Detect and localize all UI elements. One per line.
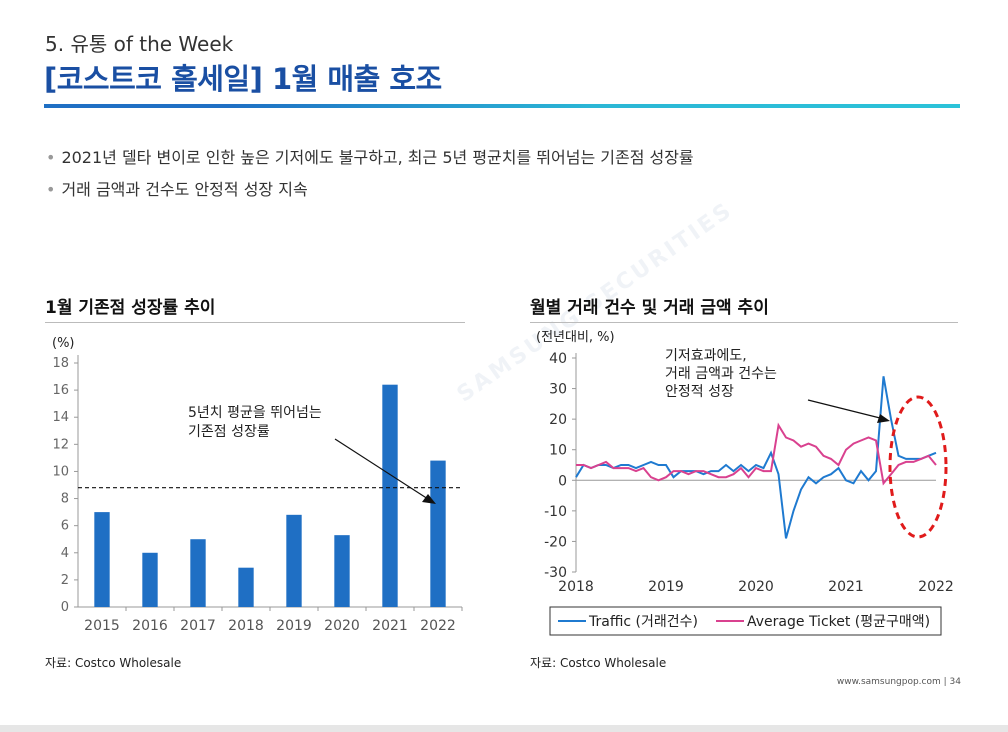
bar <box>382 384 398 607</box>
left-source: 자료: Costco Wholesale <box>45 656 182 670</box>
bar-y-tick-label: 0 <box>61 600 69 615</box>
legend-traffic-label: Traffic (거래건수) <box>588 614 698 630</box>
bar <box>142 552 158 607</box>
line-annotation-arrow <box>807 399 881 419</box>
bar <box>190 539 206 607</box>
line-x-tick-label: 2018 <box>558 579 594 595</box>
average-ticket-line <box>576 422 937 486</box>
bar-y-tick-label: 4 <box>61 546 69 561</box>
footer-separator: | <box>943 677 950 687</box>
line-x-tick-label: 2019 <box>648 579 684 595</box>
bar <box>238 567 254 607</box>
page-title: [코스트코 홀세일] 1월 매출 호조 <box>44 62 442 96</box>
left-chart-rule <box>45 322 465 323</box>
right-chart-title: 월별 거래 건수 및 거래 금액 추이 <box>530 298 769 318</box>
bar-x-tick-label: 2016 <box>132 618 168 634</box>
bottom-band <box>0 725 1008 732</box>
line-x-tick-label: 2021 <box>828 579 864 595</box>
right-chart-rule <box>530 322 958 323</box>
bullet-list: • 2021년 델타 변이로 인한 높은 기저에도 불구하고, 최근 5년 평균치… <box>46 142 694 206</box>
line-x-tick-label: 2020 <box>738 579 774 595</box>
annotation-arrowhead-icon <box>422 494 436 504</box>
left-chart-title: 1월 기존점 성장률 추이 <box>45 298 216 318</box>
bar-y-tick-label: 8 <box>61 492 69 507</box>
bar <box>286 514 302 607</box>
line-annotation-text: 기저효과에도, <box>665 348 747 364</box>
line-legend-box <box>549 606 942 636</box>
bar-y-tick-label: 2 <box>61 573 69 588</box>
line-y-tick-label: 40 <box>549 351 567 367</box>
footer-url: www.samsungpop.com <box>836 677 941 687</box>
bar-unit-label: (%) <box>52 336 75 351</box>
line-annotation-text: 안정적 성장 <box>665 384 734 400</box>
line-y-tick-label: -30 <box>544 565 567 581</box>
bullet-dot-icon: • <box>46 180 56 199</box>
line-chart: (전년대비, %) -30 -20 -10 0 10 20 30 40 2018 2019 2020 2… <box>536 330 954 636</box>
bar-annotation-text: 기존점 성장률 <box>188 424 270 440</box>
line-y-tick-label: 0 <box>558 473 567 489</box>
page-number: 34 <box>949 677 961 687</box>
bar <box>430 460 446 607</box>
bar-x-tick-label: 2015 <box>84 618 120 634</box>
traffic-line <box>575 376 937 539</box>
bar-x-tick-label: 2017 <box>180 618 216 634</box>
section-label: 5. 유통 of the Week <box>45 32 234 56</box>
line-y-tick-label: 10 <box>549 443 567 459</box>
line-annotation-text: 거래 금액과 건수는 <box>665 366 777 382</box>
bar <box>334 535 350 607</box>
bar-y-tick-label: 6 <box>61 519 69 534</box>
line-annotation-arrowhead-icon <box>877 414 890 423</box>
line-y-tick-label: 30 <box>549 382 567 398</box>
bullet-item: • 거래 금액과 건수도 안정적 성장 지속 <box>46 174 694 206</box>
bar-y-tick-label: 14 <box>52 410 69 425</box>
title-underline <box>44 104 960 108</box>
bar-y-tick-label: 18 <box>52 356 69 371</box>
line-y-tick-label: -20 <box>544 534 567 550</box>
line-unit-label: (전년대비, %) <box>536 330 615 345</box>
right-source: 자료: Costco Wholesale <box>530 656 667 670</box>
bullet-text: 2021년 델타 변이로 인한 높은 기저에도 불구하고, 최근 5년 평균치를… <box>61 148 694 167</box>
bar <box>94 512 110 607</box>
line-y-tick-label: -10 <box>544 504 567 520</box>
legend-ticket-label: Average Ticket (평균구매액) <box>747 614 930 630</box>
highlight-ellipse <box>888 395 948 539</box>
bar-y-tick-label: 10 <box>52 464 69 479</box>
footer: www.samsungpop.com | 34 <box>837 677 961 687</box>
line-y-tick-label: 20 <box>549 412 567 428</box>
bar-x-tick-label: 2020 <box>324 618 360 634</box>
bullet-text: 거래 금액과 건수도 안정적 성장 지속 <box>61 180 308 199</box>
bar-x-tick-label: 2018 <box>228 618 264 634</box>
annotation-arrow-line <box>334 438 429 500</box>
line-x-tick-label: 2022 <box>918 579 954 595</box>
bar-annotation-text: 5년치 평균을 뛰어넘는 <box>188 405 322 421</box>
bar-chart: (%) 0 2 4 6 8 10 12 14 16 18 2015 2016 2017 2018 2019 20… <box>52 336 463 634</box>
bar-x-tick-label: 2021 <box>372 618 408 634</box>
bar-y-tick-label: 12 <box>52 437 69 452</box>
bar-x-tick-label: 2022 <box>420 618 456 634</box>
bullet-dot-icon: • <box>46 148 56 167</box>
bar-y-tick-label: 16 <box>52 383 69 398</box>
bar-x-tick-label: 2019 <box>276 618 312 634</box>
bullet-item: • 2021년 델타 변이로 인한 높은 기저에도 불구하고, 최근 5년 평균치… <box>46 142 694 174</box>
